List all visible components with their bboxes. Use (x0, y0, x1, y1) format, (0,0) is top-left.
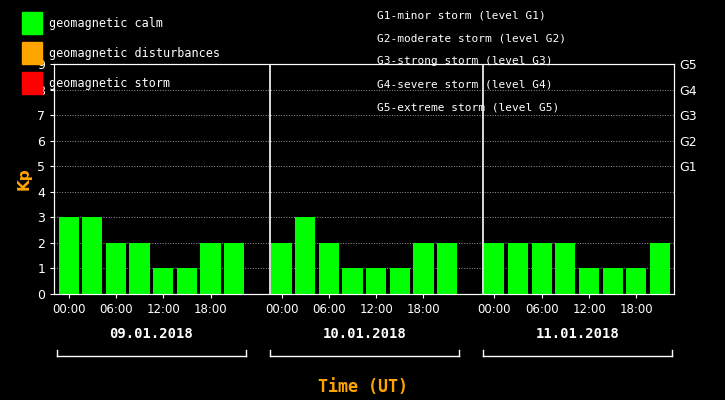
Bar (130, 243, 149, 294)
Bar (295, 217, 315, 294)
Text: 09.01.2018: 09.01.2018 (109, 327, 194, 341)
Bar (319, 243, 339, 294)
Text: G1-minor storm (level G1): G1-minor storm (level G1) (377, 10, 546, 20)
Bar (82, 217, 102, 294)
Bar (484, 243, 505, 294)
Text: Time (UT): Time (UT) (318, 378, 407, 396)
Bar (650, 243, 670, 294)
Text: geomagnetic calm: geomagnetic calm (49, 16, 163, 30)
Text: G2-moderate storm (level G2): G2-moderate storm (level G2) (377, 33, 566, 43)
Bar (531, 243, 552, 294)
Text: geomagnetic disturbances: geomagnetic disturbances (49, 46, 220, 60)
Bar (508, 243, 528, 294)
Bar (413, 243, 434, 294)
Bar (271, 243, 291, 294)
Bar (59, 217, 78, 294)
Bar (579, 268, 599, 294)
Bar (153, 268, 173, 294)
Bar (437, 243, 457, 294)
Text: G4-severe storm (level G4): G4-severe storm (level G4) (377, 80, 552, 90)
Text: G3-strong storm (level G3): G3-strong storm (level G3) (377, 56, 552, 66)
Bar (626, 268, 647, 294)
Text: G5-extreme storm (level G5): G5-extreme storm (level G5) (377, 103, 559, 113)
Bar (555, 243, 576, 294)
Bar (177, 268, 197, 294)
Bar (201, 243, 220, 294)
Bar (390, 268, 410, 294)
Text: geomagnetic storm: geomagnetic storm (49, 76, 170, 90)
Bar (224, 243, 244, 294)
Text: 11.01.2018: 11.01.2018 (535, 327, 619, 341)
Text: 10.01.2018: 10.01.2018 (323, 327, 406, 341)
Bar (602, 268, 623, 294)
Bar (106, 243, 126, 294)
Bar (342, 268, 362, 294)
Y-axis label: Kp: Kp (17, 168, 32, 190)
Bar (366, 268, 386, 294)
